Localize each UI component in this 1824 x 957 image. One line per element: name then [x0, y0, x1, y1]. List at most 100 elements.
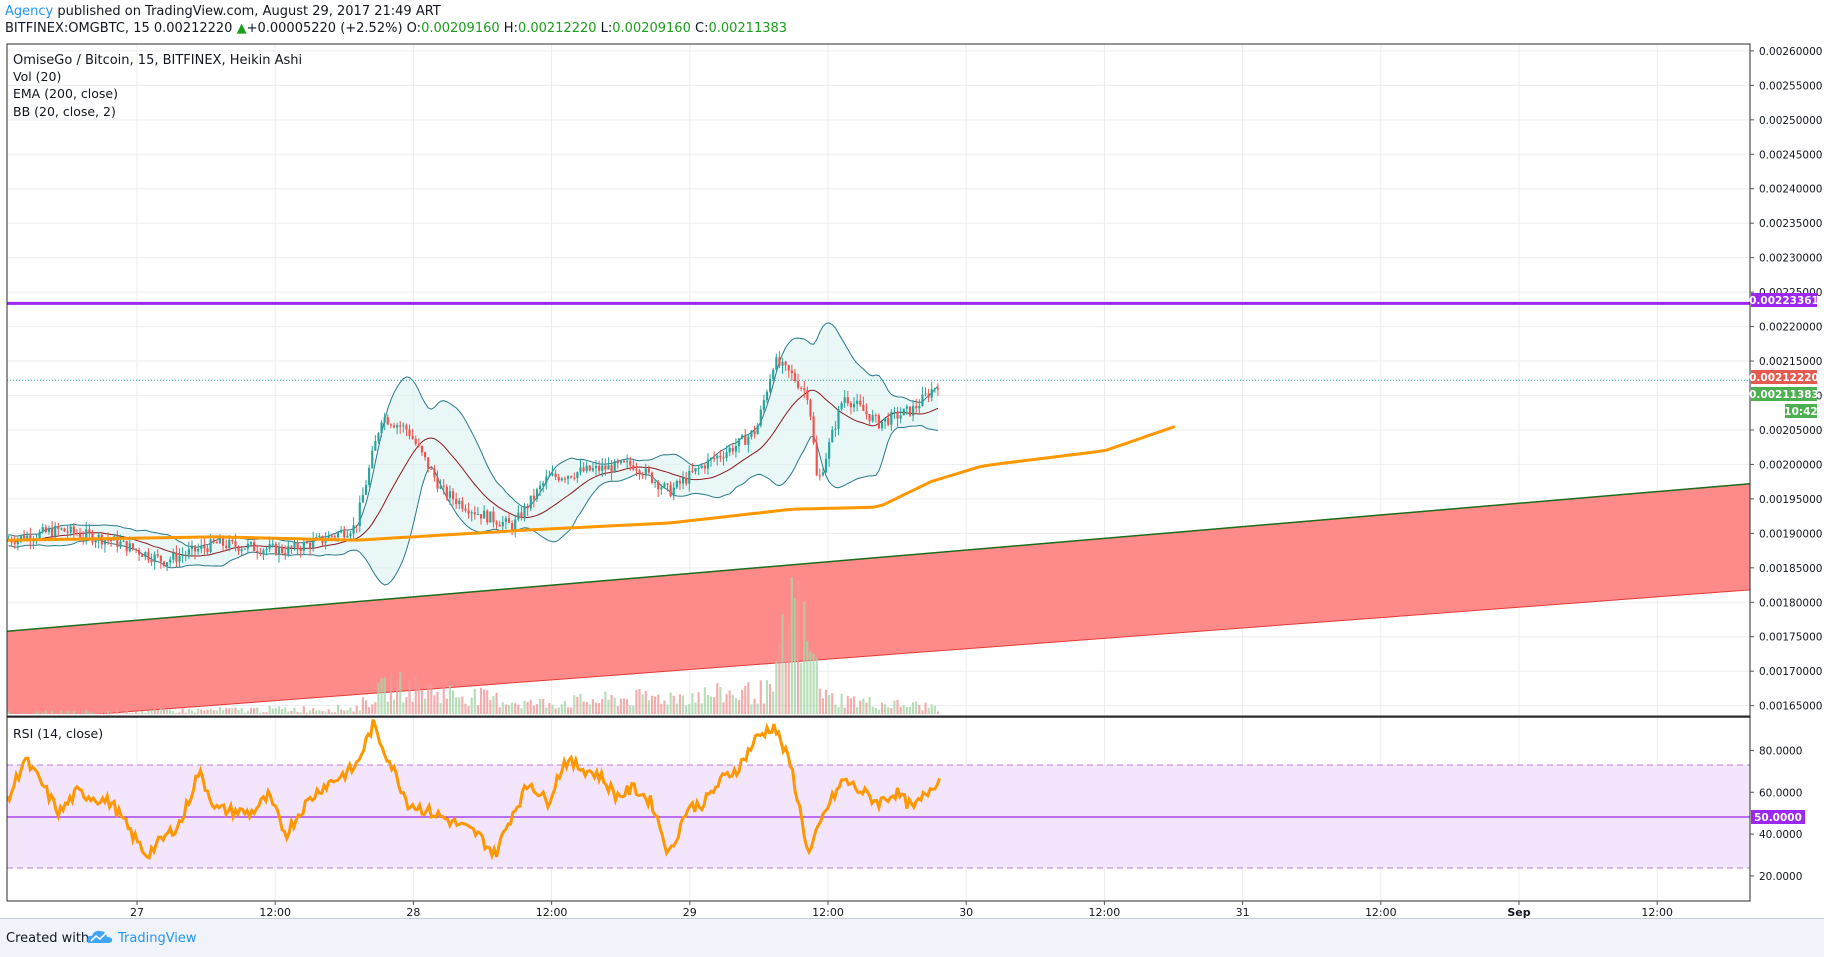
volume-bar: [268, 706, 271, 714]
rsi-pane-frame: [6, 716, 1751, 902]
chart-canvas[interactable]: 0.00260000 0.00255000 0.00250000 0.00245000…: [0, 0, 1824, 918]
volume-bar: [921, 710, 924, 714]
volume-bar: [837, 707, 840, 714]
open-label: O:: [406, 21, 422, 36]
volume-bar: [666, 704, 669, 714]
candle-body: [147, 552, 150, 560]
volume-bar: [38, 710, 41, 714]
volume-bars: [7, 576, 940, 714]
candle-body: [156, 554, 159, 556]
volume-bar: [479, 687, 483, 714]
volume-bar: [389, 675, 392, 714]
volume-bar: [197, 708, 200, 714]
volume-bar: [529, 699, 532, 714]
volume-bar: [296, 711, 299, 714]
candle-body: [647, 468, 650, 473]
candle-body: [340, 530, 343, 533]
volume-bar: [663, 700, 666, 714]
volume-bar: [560, 704, 563, 714]
rsi-tick-label: 60.0000: [1759, 787, 1802, 799]
candle-body: [741, 435, 744, 439]
candle-body: [769, 379, 772, 392]
volume-bar: [911, 702, 915, 714]
publisher-link[interactable]: Agency: [5, 4, 54, 19]
time-axis[interactable]: 27 12:00 28 12:00 29 12:00 30 12:00 31 12:00 Sep 12…: [130, 901, 1673, 918]
price-tick-label: 0.00230000: [1759, 253, 1822, 265]
volume-bar: [523, 700, 526, 714]
volume-bar: [159, 708, 162, 714]
volume-bar: [613, 697, 616, 714]
volume-bar: [725, 694, 728, 714]
channel-bottom-line[interactable]: [7, 589, 1750, 721]
candle-body: [225, 545, 228, 548]
volume-bar: [277, 706, 281, 714]
time-tick-label: 12:00: [1641, 906, 1673, 918]
candle-body: [399, 425, 402, 427]
volume-bar: [504, 704, 507, 714]
volume-bar: [650, 695, 654, 714]
volume-bar: [846, 695, 849, 714]
volume-bar: [88, 712, 91, 714]
volume-bar: [489, 700, 492, 714]
volume-bar: [514, 703, 517, 714]
volume-bar: [125, 709, 128, 714]
price-tick-label: 0.00250000: [1759, 115, 1822, 127]
volume-bar: [259, 712, 262, 714]
candle-body: [296, 542, 299, 550]
channel-top-line[interactable]: [7, 482, 1750, 632]
volume-bar: [41, 712, 44, 714]
candle-body: [293, 542, 296, 548]
volume-bar: [688, 703, 691, 714]
candle-body: [368, 467, 371, 485]
ascending-channel[interactable]: [7, 483, 1750, 721]
candle-body: [874, 415, 877, 417]
rsi-legend[interactable]: RSI (14, close): [13, 726, 103, 741]
candle-body: [50, 528, 54, 537]
candle-body: [666, 483, 669, 485]
candle-body: [336, 532, 340, 538]
bb-legend[interactable]: BB (20, close, 2): [13, 104, 116, 119]
volume-bar: [672, 695, 675, 714]
candle-body: [215, 542, 218, 544]
candle-body: [343, 530, 346, 538]
candle-body: [246, 543, 249, 549]
volume-bar: [915, 701, 918, 714]
candle-body: [694, 468, 697, 472]
candle-body: [856, 400, 859, 404]
volume-bar: [405, 697, 408, 714]
volume-bar: [271, 708, 274, 714]
candle-body: [184, 554, 187, 556]
volume-bar: [927, 707, 930, 714]
volume-bar: [790, 576, 793, 714]
volume-bar: [722, 702, 725, 714]
rsi-axis[interactable]: 80.0000 60.0000 40.0000 20.0000: [1750, 745, 1802, 883]
volume-bar: [336, 704, 340, 714]
volume-legend[interactable]: Vol (20): [13, 69, 61, 84]
volume-bar: [796, 580, 800, 714]
candle-body: [392, 425, 396, 428]
volume-bar: [85, 710, 88, 714]
created-with-label: Created with: [6, 931, 90, 946]
volume-bar: [641, 694, 644, 714]
volume-bar: [439, 703, 442, 714]
volume-bar: [106, 711, 110, 714]
volume-bar: [249, 708, 253, 714]
candle-body: [436, 477, 439, 489]
candle-body: [243, 548, 246, 550]
ema-legend[interactable]: EMA (200, close): [13, 86, 118, 101]
volume-bar: [308, 710, 312, 714]
candle-body: [153, 554, 156, 563]
candle-body: [88, 529, 91, 533]
volume-bar: [253, 708, 256, 714]
candle-body: [75, 532, 79, 535]
candle-body: [535, 489, 539, 500]
volume-bar: [719, 687, 722, 714]
candle-body: [420, 446, 424, 453]
candle-body: [361, 494, 364, 503]
candle-body: [125, 540, 128, 552]
candle-body: [747, 436, 750, 445]
tradingview-link[interactable]: TradingView: [118, 931, 197, 946]
rsi-tick-label: 80.0000: [1759, 745, 1802, 757]
candle-body: [843, 397, 846, 404]
volume-bar: [274, 708, 277, 714]
